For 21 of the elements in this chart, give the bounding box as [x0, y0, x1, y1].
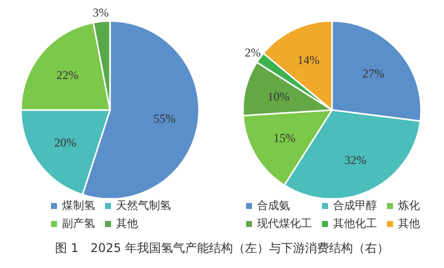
legend-label: 副产氢 [62, 216, 95, 231]
legend-label: 合成氨 [257, 198, 290, 213]
legend-label: 合成甲醇 [333, 198, 377, 213]
data-label: 14% [298, 53, 320, 68]
data-label: 27% [362, 66, 384, 81]
legend-label: 煤制氢 [62, 198, 95, 213]
legend-label: 其他 [398, 216, 420, 231]
legend-label: 炼化 [398, 198, 420, 213]
data-label: 15% [274, 131, 296, 146]
legend-label: 现代煤化工 [257, 216, 312, 231]
data-label: 10% [268, 89, 290, 104]
legend-label: 其他 [116, 216, 138, 231]
legend-label: 天然气制氢 [116, 198, 171, 213]
legend-label: 其他化工 [333, 216, 377, 231]
data-label: 22% [56, 68, 78, 82]
data-label: 20% [54, 135, 76, 150]
data-label: 55% [154, 112, 176, 126]
caption: 图 1 2025 年我国氢气产能结构（左）与下游消费结构（右） [54, 240, 390, 257]
data-label: 32% [344, 152, 366, 167]
data-label: 3% [92, 6, 109, 20]
data-label: 2% [244, 45, 261, 60]
